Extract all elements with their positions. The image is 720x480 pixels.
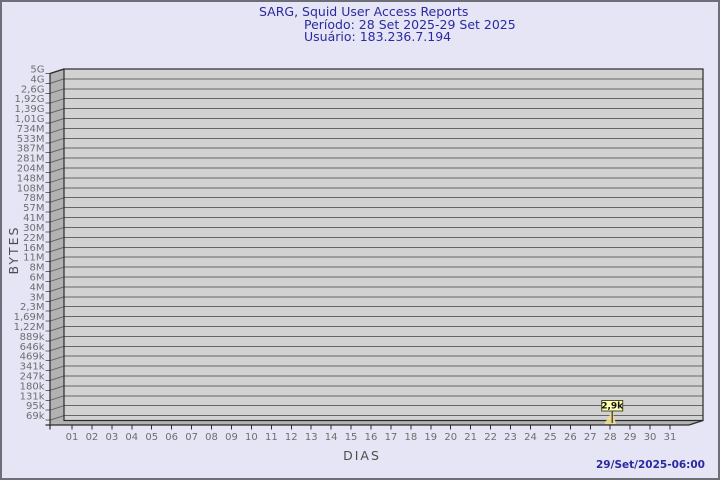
x-tick-label: 12 (285, 432, 298, 443)
x-tick-label: 31 (664, 432, 677, 443)
plot-area (64, 69, 703, 421)
y-tick-label: 341k (20, 362, 45, 373)
y-tick-label: 247k (20, 371, 45, 382)
y-tick-label: 1,01G (14, 114, 44, 125)
y-tick-label: 204M (17, 164, 45, 175)
y-tick-label: 95k (26, 401, 45, 412)
x-tick-label: 09 (225, 432, 238, 443)
y-tick-label: 533M (17, 134, 45, 145)
y-tick-label: 4G (30, 74, 44, 85)
y-tick-label: 22M (23, 233, 44, 244)
y-tick-label: 41M (23, 213, 44, 224)
x-tick-label: 07 (185, 432, 198, 443)
x-tick-label: 03 (105, 432, 118, 443)
x-tick-label: 18 (404, 432, 417, 443)
y-tick-label: 57M (23, 203, 44, 214)
y-tick-label: 180k (20, 381, 45, 392)
x-tick-label: 16 (365, 432, 378, 443)
x-tick-label: 11 (265, 432, 278, 443)
x-tick-label: 13 (305, 432, 318, 443)
x-tick-label: 14 (325, 432, 338, 443)
x-tick-label: 22 (484, 432, 497, 443)
report-title: SARG, Squid User Access Reports (259, 4, 469, 19)
floor (50, 420, 703, 425)
left-wall (50, 69, 64, 425)
x-tick-label: 08 (205, 432, 218, 443)
y-tick-label: 8M (30, 263, 45, 274)
y-axis-title: BYTES (6, 225, 21, 275)
x-tick-label: 27 (584, 432, 597, 443)
y-tick-label: 734M (17, 124, 45, 135)
x-tick-label: 23 (504, 432, 517, 443)
y-tick-label: 5G (30, 65, 44, 76)
data-point-flag: 2,9k (601, 400, 624, 424)
generated-timestamp: 29/Set/2025-06:00 (596, 459, 705, 471)
y-tick-label: 16M (23, 243, 44, 254)
x-tick-label: 28 (604, 432, 617, 443)
y-tick-label: 148M (17, 173, 45, 184)
y-tick-label: 1,92G (14, 94, 44, 105)
y-tick-label: 11M (23, 253, 44, 264)
report-period: Período: 28 Set 2025-29 Set 2025 (304, 16, 516, 32)
x-tick-label: 21 (464, 432, 477, 443)
y-tick-label: 1,39G (14, 104, 44, 115)
x-axis-title: DIAS (343, 448, 381, 463)
x-tick-label: 01 (66, 432, 79, 443)
y-tick-label: 131k (20, 391, 45, 402)
x-tick-label: 25 (544, 432, 557, 443)
x-tick-label: 10 (245, 432, 258, 443)
y-tick-label: 1,69M (14, 312, 45, 323)
y-tick-label: 646k (20, 342, 45, 353)
data-point-value-label: 2,9k (601, 402, 624, 412)
x-tick-label: 26 (564, 432, 577, 443)
x-tick-label: 06 (165, 432, 178, 443)
y-tick-label: 30M (23, 223, 44, 234)
axis-frame (45, 68, 704, 430)
x-tick-label: 17 (385, 432, 398, 443)
x-axis-ticks (71, 425, 671, 430)
y-tick-label: 4M (30, 282, 45, 293)
y-tick-label: 2,6G (21, 84, 45, 95)
x-axis-tick-labels: 01 02 03 04 05 06 07 08 09 10 11 12 13 14 15 16 17 18 19 20… (66, 432, 677, 443)
y-axis-tick-labels: 5G4G2,6G1,92G1,39G1,01G734M533M387M281M2… (14, 65, 45, 423)
y-tick-label: 889k (20, 332, 45, 343)
report-user: Usuário: 183.236.7.194 (304, 28, 452, 44)
x-tick-label: 24 (524, 432, 537, 443)
y-tick-label: 469k (20, 352, 45, 363)
x-tick-label: 20 (444, 432, 457, 443)
x-tick-label: 29 (624, 432, 637, 443)
y-tick-label: 69k (26, 411, 45, 422)
x-tick-label: 05 (145, 432, 158, 443)
x-tick-label: 30 (644, 432, 657, 443)
y-tick-label: 3M (30, 292, 45, 303)
y-tick-label: 387M (17, 144, 45, 155)
x-tick-label: 19 (424, 432, 437, 443)
x-tick-label: 02 (86, 432, 99, 443)
x-tick-label: 15 (345, 432, 358, 443)
x-tick-label: 04 (125, 432, 138, 443)
y-gridlines (45, 68, 703, 421)
y-tick-label: 6M (30, 272, 45, 283)
y-tick-label: 108M (17, 183, 45, 194)
y-tick-label: 1,22M (14, 322, 45, 333)
y-tick-label: 2,3M (20, 302, 45, 313)
y-tick-label: 281M (17, 154, 45, 165)
y-tick-label: 78M (23, 193, 44, 204)
